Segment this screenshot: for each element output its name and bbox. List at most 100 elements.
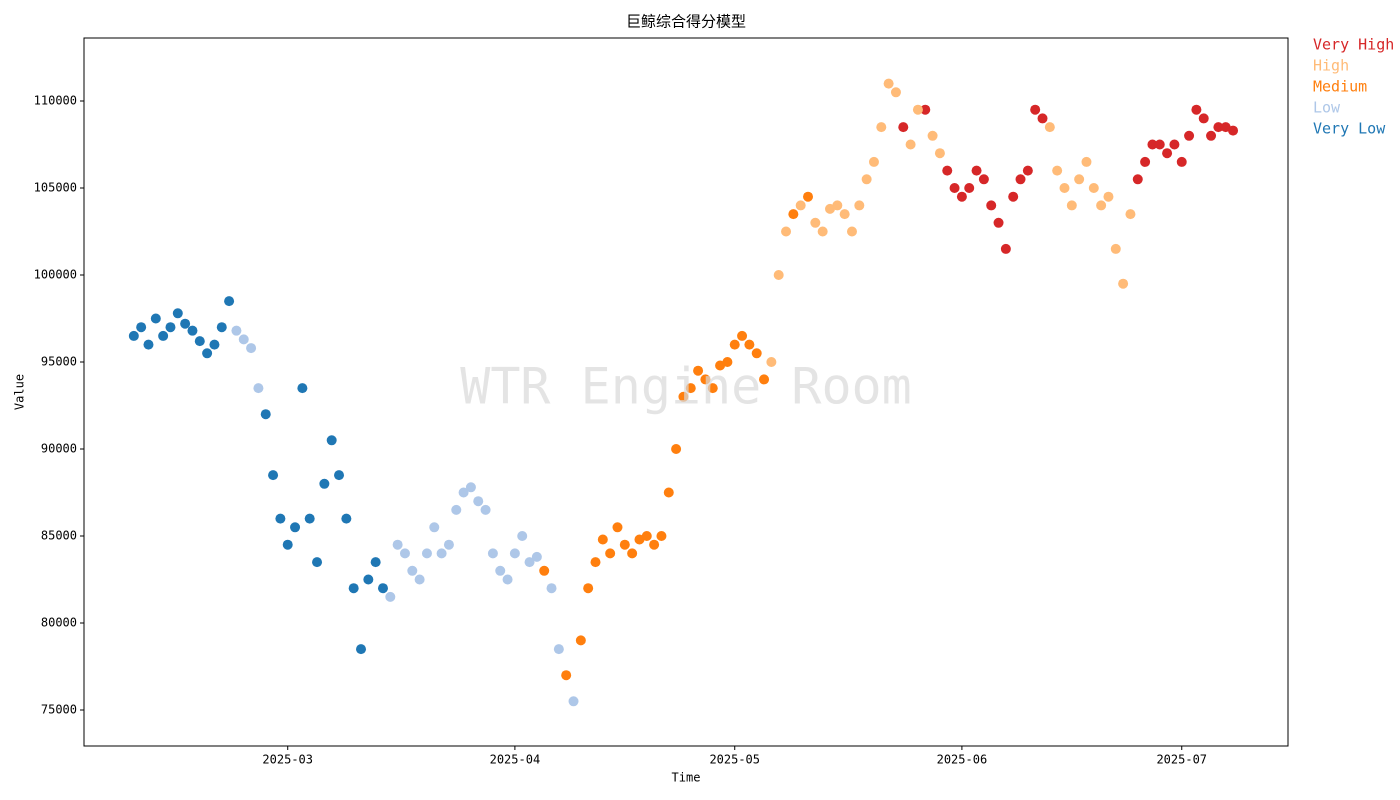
scatter-point	[158, 330, 169, 341]
scatter-point	[370, 557, 381, 568]
scatter-point	[978, 174, 989, 185]
scatter-point	[619, 539, 630, 550]
scatter-point	[590, 557, 601, 568]
scatter-point	[832, 200, 843, 211]
y-tick-label: 80000	[41, 616, 77, 630]
scatter-point	[268, 470, 279, 481]
scatter-point	[1162, 148, 1173, 159]
scatter-point	[1110, 243, 1121, 254]
scatter-point	[1037, 113, 1048, 124]
y-tick-label: 105000	[34, 181, 77, 195]
y-axis-label: Value	[13, 374, 27, 410]
scatter-point	[165, 322, 176, 333]
chart-title: 巨鲸综合得分模型	[626, 13, 746, 31]
scatter-point	[575, 635, 586, 646]
scatter-point	[531, 551, 542, 562]
scatter-point	[495, 565, 506, 576]
scatter-point	[487, 548, 498, 559]
scatter-point	[282, 539, 293, 550]
scatter-point	[436, 548, 447, 559]
legend-entry: Low	[1313, 99, 1341, 117]
scatter-point	[795, 200, 806, 211]
scatter-point	[202, 348, 213, 359]
scatter-point	[781, 226, 792, 237]
scatter-point	[1118, 278, 1129, 289]
scatter-point	[1132, 174, 1143, 185]
scatter-point	[671, 444, 682, 455]
scatter-point	[1066, 200, 1077, 211]
x-tick-label: 2025-05	[709, 753, 760, 767]
scatter-point	[700, 374, 711, 385]
scatter-point	[759, 374, 770, 385]
scatter-point	[1059, 183, 1070, 194]
scatter-point	[1044, 122, 1055, 133]
legend-entry: Very High	[1313, 36, 1394, 54]
scatter-point	[363, 574, 374, 585]
scatter-point	[1074, 174, 1085, 185]
scatter-point	[1140, 156, 1151, 167]
legend-entry: Medium	[1313, 78, 1367, 96]
scatter-point	[641, 531, 652, 542]
scatter-point	[473, 496, 484, 507]
scatter-point	[517, 531, 528, 542]
scatter-point	[905, 139, 916, 150]
plot-frame	[83, 37, 1289, 747]
scatter-point	[194, 336, 205, 347]
y-tick-label: 110000	[34, 94, 77, 108]
scatter-point	[898, 122, 909, 133]
scatter-point	[128, 330, 139, 341]
scatter-point	[678, 391, 689, 402]
scatter-point	[260, 409, 271, 420]
scatter-point	[1022, 165, 1033, 176]
scatter-point	[524, 557, 535, 568]
scatter-point	[458, 487, 469, 498]
scatter-point	[649, 539, 660, 550]
scatter-point	[290, 522, 301, 533]
scatter-point	[949, 183, 960, 194]
scatter-point	[803, 191, 814, 202]
scatter-point	[238, 334, 249, 345]
scatter-point	[656, 531, 667, 542]
scatter-point	[1206, 130, 1217, 141]
scatter-point	[1052, 165, 1063, 176]
scatter-point	[341, 513, 352, 524]
scatter-point	[561, 670, 572, 681]
y-tick-label: 100000	[34, 268, 77, 282]
scatter-point	[224, 296, 235, 307]
scatter-point	[407, 565, 418, 576]
scatter-point	[1030, 104, 1041, 115]
scatter-point	[334, 470, 345, 481]
scatter-point	[846, 226, 857, 237]
scatter-point	[788, 209, 799, 220]
scatter-point	[1169, 139, 1180, 150]
scatter-point	[1125, 209, 1136, 220]
scatter-point	[451, 504, 462, 515]
scatter-point	[150, 313, 161, 324]
scatter-point	[421, 548, 432, 559]
scatter-point	[744, 339, 755, 350]
scatter-point	[612, 522, 623, 533]
scatter-point	[597, 534, 608, 545]
x-tick-label: 2025-07	[1156, 753, 1207, 767]
scatter-point	[143, 339, 154, 350]
legend-entry: Very Low	[1313, 120, 1386, 138]
x-tick-label: 2025-06	[937, 753, 988, 767]
scatter-point	[890, 87, 901, 98]
scatter-point	[868, 156, 879, 167]
x-tick-label: 2025-03	[262, 753, 313, 767]
scatter-point	[934, 148, 945, 159]
scatter-point	[942, 165, 953, 176]
scatter-point	[854, 200, 865, 211]
scatter-point	[663, 487, 674, 498]
scatter-point	[722, 357, 733, 368]
scatter-point	[348, 583, 359, 594]
scatter-point	[773, 270, 784, 281]
scatter-point	[861, 174, 872, 185]
scatter-point	[912, 104, 923, 115]
scatter-point	[627, 548, 638, 559]
scatter-point	[377, 583, 388, 594]
scatter-point	[275, 513, 286, 524]
scatter-point	[172, 308, 183, 319]
scatter-point	[751, 348, 762, 359]
scatter-point	[927, 130, 938, 141]
